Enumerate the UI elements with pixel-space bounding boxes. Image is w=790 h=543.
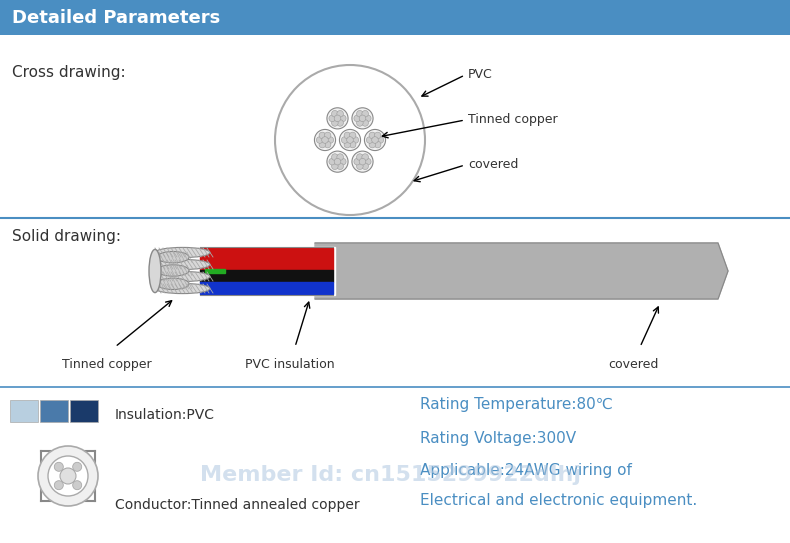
Circle shape [327,137,333,143]
Ellipse shape [157,278,189,289]
Circle shape [329,159,336,165]
Polygon shape [200,270,333,282]
Circle shape [337,154,344,160]
Text: Cross drawing:: Cross drawing: [12,65,126,79]
Circle shape [334,115,340,122]
Circle shape [349,132,356,138]
Circle shape [48,456,88,496]
Circle shape [349,141,356,148]
Circle shape [352,137,359,143]
FancyBboxPatch shape [40,400,68,422]
Circle shape [354,159,360,165]
Circle shape [340,115,346,122]
Text: covered: covered [608,358,658,371]
Circle shape [340,129,360,150]
Circle shape [374,132,381,138]
Circle shape [334,159,340,165]
Ellipse shape [155,283,210,294]
Circle shape [337,163,344,169]
FancyBboxPatch shape [10,400,38,422]
Circle shape [356,119,363,126]
Polygon shape [195,247,335,295]
Circle shape [319,141,325,148]
Circle shape [356,163,363,169]
Text: Rating Temperature:80℃: Rating Temperature:80℃ [420,397,613,413]
Circle shape [327,108,348,129]
Text: Tinned copper: Tinned copper [468,113,558,127]
Circle shape [362,154,368,160]
Circle shape [364,115,371,122]
Circle shape [329,115,336,122]
Circle shape [275,65,425,215]
Circle shape [325,132,331,138]
Circle shape [317,137,323,143]
Ellipse shape [155,272,210,282]
Circle shape [55,481,63,490]
Circle shape [364,129,386,150]
Text: Detailed Parameters: Detailed Parameters [12,9,220,27]
Text: covered: covered [468,159,518,172]
Circle shape [374,141,381,148]
Circle shape [352,108,373,129]
FancyBboxPatch shape [0,0,790,35]
Text: Member Id: cn1515299922dlhj: Member Id: cn1515299922dlhj [200,465,581,485]
Circle shape [332,110,338,117]
Circle shape [325,141,331,148]
Text: PVC: PVC [468,68,493,81]
Circle shape [55,462,63,471]
Circle shape [354,115,360,122]
Ellipse shape [157,251,189,263]
Circle shape [322,137,329,143]
Circle shape [364,159,371,165]
Ellipse shape [155,248,210,257]
Circle shape [327,151,348,172]
Circle shape [359,115,366,122]
Circle shape [367,137,373,143]
Circle shape [359,159,366,165]
Circle shape [337,119,344,126]
FancyBboxPatch shape [70,400,98,422]
Ellipse shape [149,249,161,293]
Circle shape [319,132,325,138]
Circle shape [362,163,368,169]
Circle shape [344,132,351,138]
Circle shape [38,446,98,506]
Circle shape [377,137,384,143]
Circle shape [362,119,368,126]
Circle shape [356,154,363,160]
Text: Applicable:24AWG wiring of: Applicable:24AWG wiring of [420,464,632,478]
Circle shape [60,468,76,484]
Circle shape [347,137,353,143]
Text: Rating Voltage:300V: Rating Voltage:300V [420,431,576,445]
Circle shape [341,137,348,143]
Text: PVC insulation: PVC insulation [245,358,335,371]
Polygon shape [200,282,333,294]
Ellipse shape [157,265,189,276]
Circle shape [369,132,376,138]
Polygon shape [315,243,728,299]
Text: Tinned copper: Tinned copper [62,358,152,371]
Ellipse shape [155,260,210,270]
Polygon shape [200,248,333,270]
Circle shape [73,462,81,471]
Circle shape [344,141,351,148]
Text: Solid drawing:: Solid drawing: [12,229,121,243]
Circle shape [332,154,338,160]
Circle shape [337,110,344,117]
Text: Electrical and electronic equipment.: Electrical and electronic equipment. [420,494,698,508]
Circle shape [369,141,376,148]
Circle shape [314,129,336,150]
Circle shape [332,163,338,169]
Circle shape [356,110,363,117]
Polygon shape [205,269,225,273]
Circle shape [352,151,373,172]
Circle shape [73,481,81,490]
Circle shape [362,110,368,117]
Circle shape [340,159,346,165]
Circle shape [332,119,338,126]
Text: Insulation:PVC: Insulation:PVC [115,408,215,422]
Text: Conductor:Tinned annealed copper: Conductor:Tinned annealed copper [115,498,359,512]
Circle shape [372,137,378,143]
